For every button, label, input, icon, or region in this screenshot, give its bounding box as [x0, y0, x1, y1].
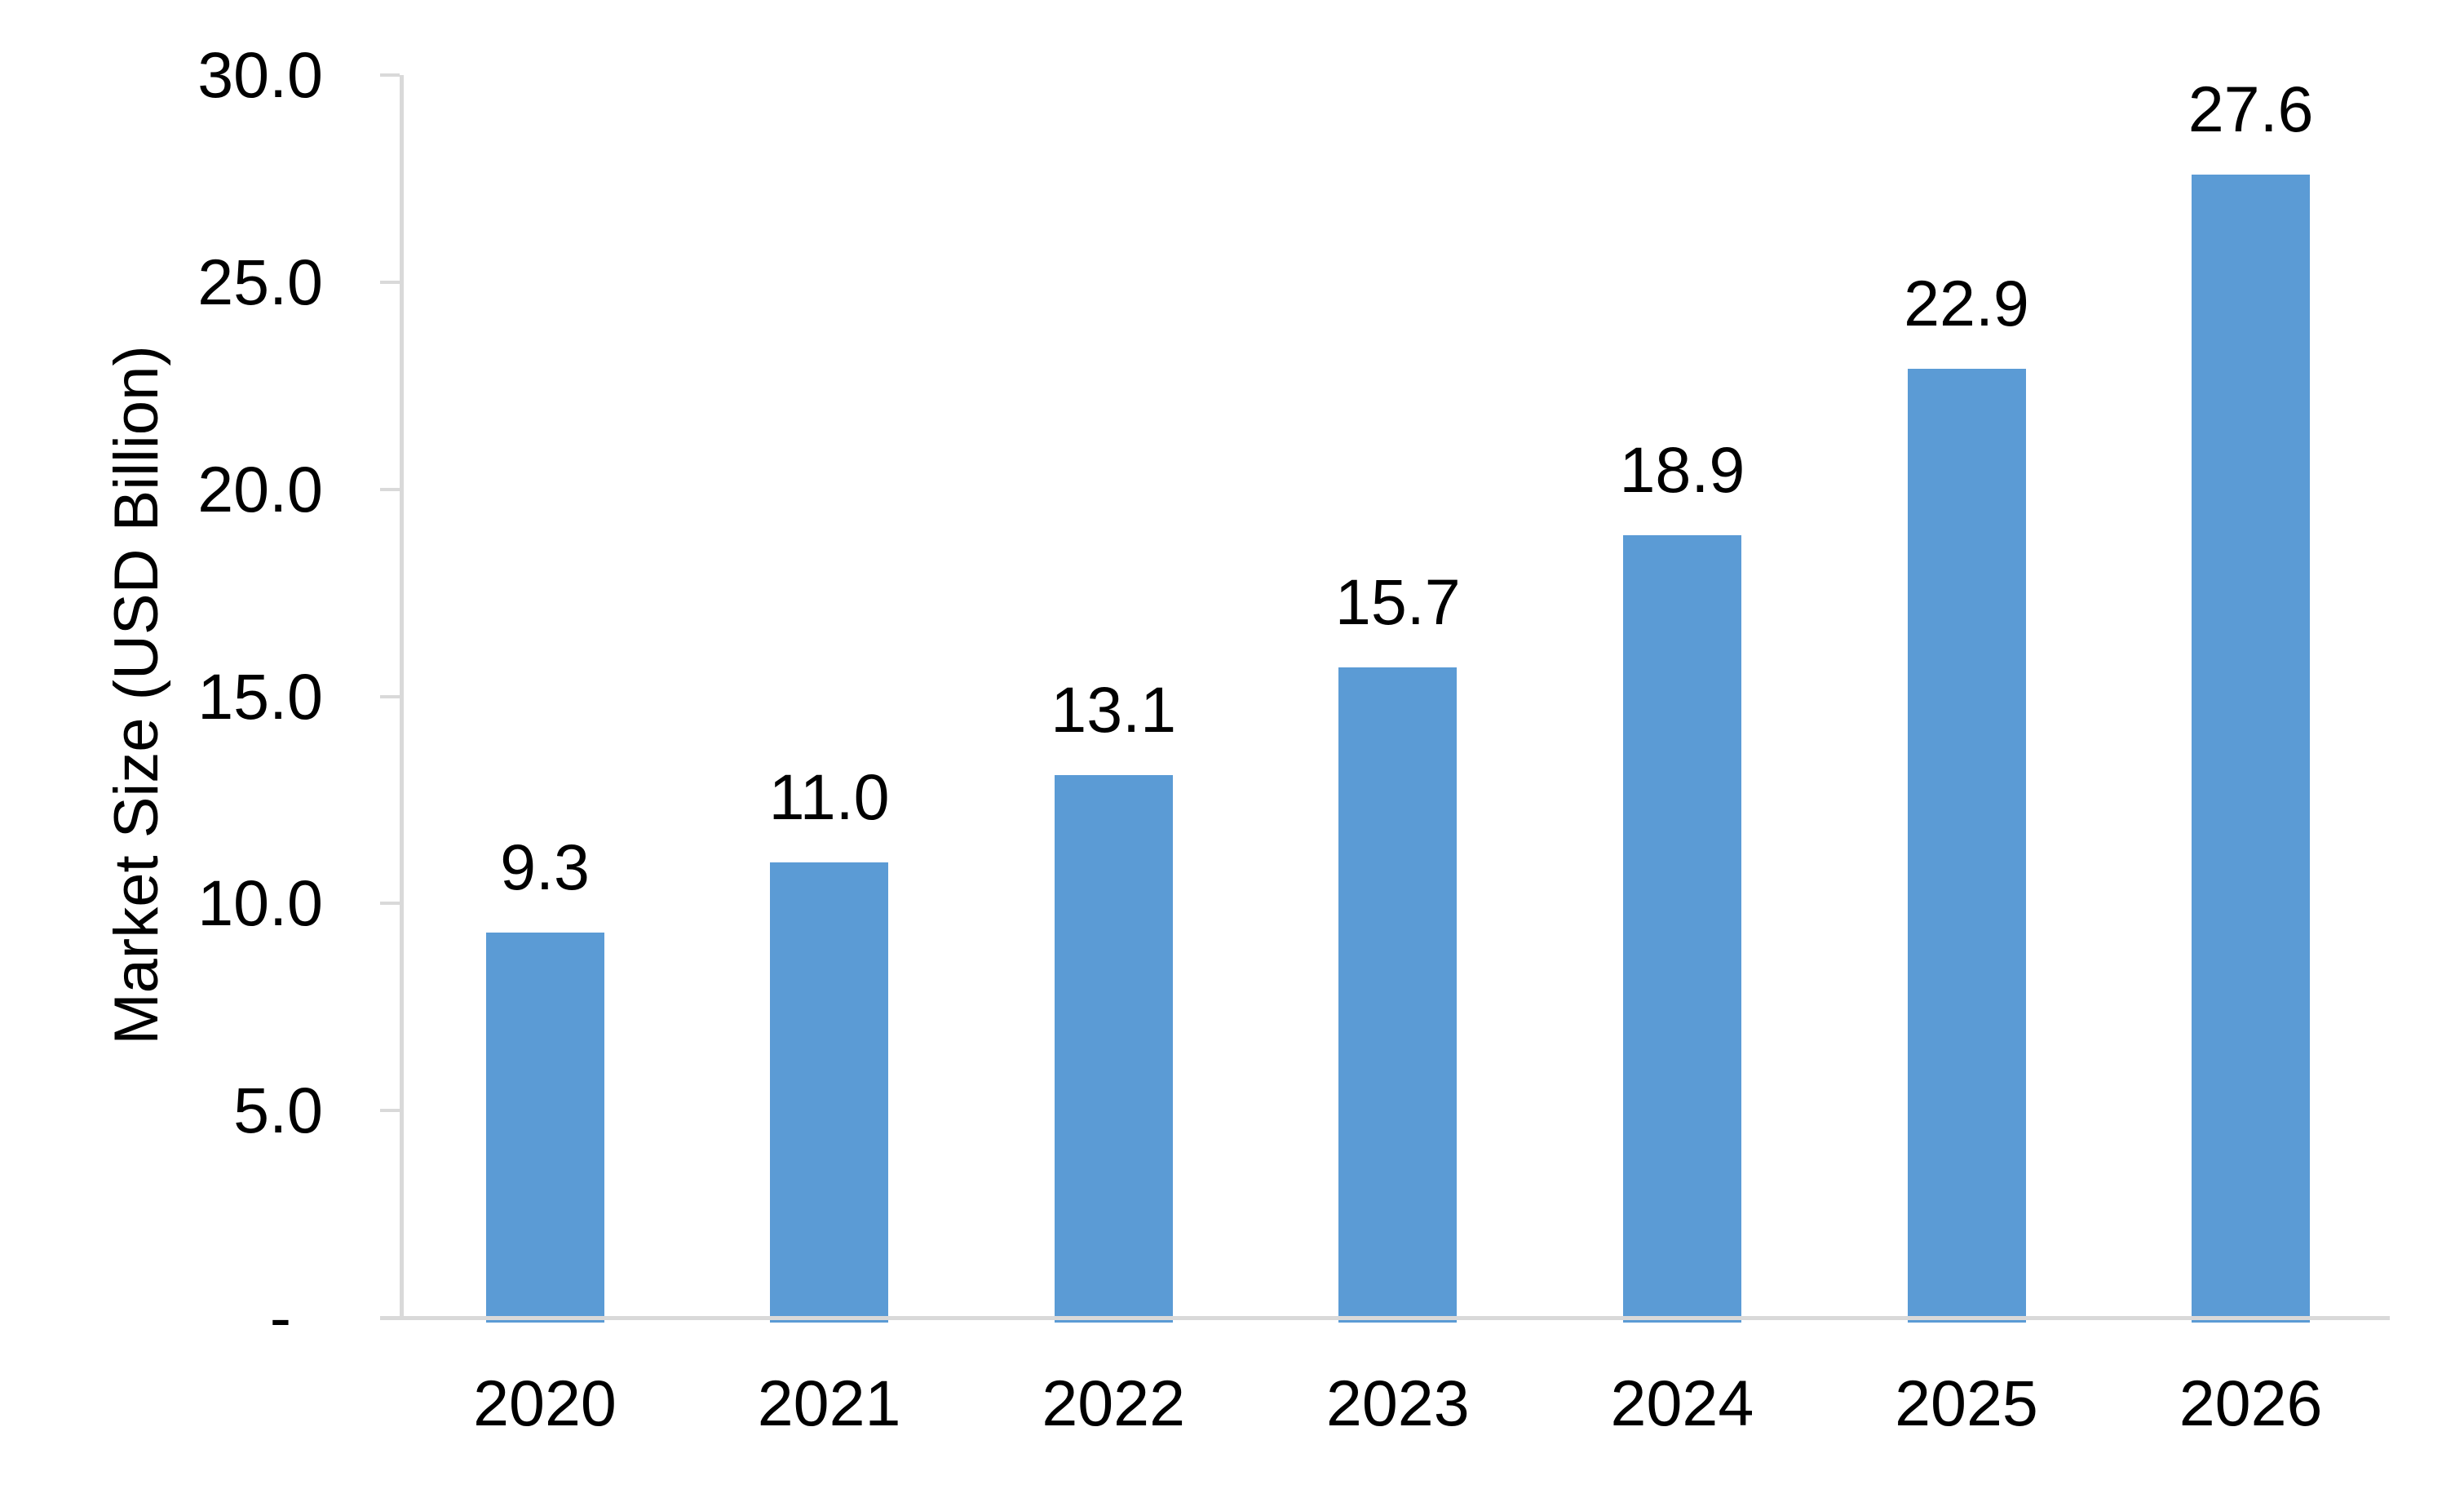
- y-axis-tick-label: 20.0: [197, 452, 323, 525]
- x-axis-tick-label: 2025: [1895, 1367, 2038, 1439]
- y-axis-tick-label: 5.0: [233, 1074, 323, 1147]
- x-axis-line: [380, 1316, 2390, 1320]
- bar: [1054, 774, 1173, 1323]
- y-axis-tick-mark: [380, 694, 400, 698]
- bar: [770, 862, 889, 1323]
- bar-value-label: 18.9: [1619, 432, 1745, 506]
- bar-value-label: 27.6: [2188, 72, 2314, 145]
- y-axis-tick-label: 15.0: [197, 659, 323, 733]
- y-axis-tick-label: 10.0: [197, 866, 323, 940]
- x-axis-tick-label: 2021: [757, 1367, 901, 1439]
- y-axis-tick-mark: [380, 1109, 400, 1113]
- bar-value-label: 22.9: [1904, 267, 2029, 340]
- y-axis-tick-mark: [380, 73, 400, 77]
- bar: [485, 932, 604, 1323]
- y-axis-tick-mark: [380, 280, 400, 284]
- bar: [1907, 369, 2026, 1323]
- bar: [1338, 667, 1458, 1323]
- x-axis-tick-label: 2022: [1042, 1367, 1186, 1439]
- y-axis-tick-mark: [380, 487, 400, 491]
- x-axis-tick-label: 2024: [1610, 1367, 1754, 1439]
- x-axis-tick-label: 2020: [473, 1367, 617, 1439]
- y-axis-tick-label: 30.0: [197, 38, 323, 111]
- y-axis-tick-label: -: [269, 1281, 291, 1354]
- y-axis-line: [400, 75, 404, 1320]
- x-axis-tick-label: 2023: [1325, 1367, 1470, 1439]
- y-axis-tick-label: 25.0: [197, 245, 323, 318]
- bar: [1622, 534, 1741, 1323]
- bar-value-label: 13.1: [1051, 672, 1177, 746]
- bar: [2192, 174, 2311, 1323]
- y-axis-tick-mark: [380, 902, 400, 906]
- x-axis-tick-label: 2026: [2179, 1367, 2323, 1439]
- bar-value-label: 15.7: [1334, 565, 1461, 638]
- bar-value-label: 11.0: [768, 760, 890, 833]
- bar-value-label: 9.3: [500, 830, 590, 903]
